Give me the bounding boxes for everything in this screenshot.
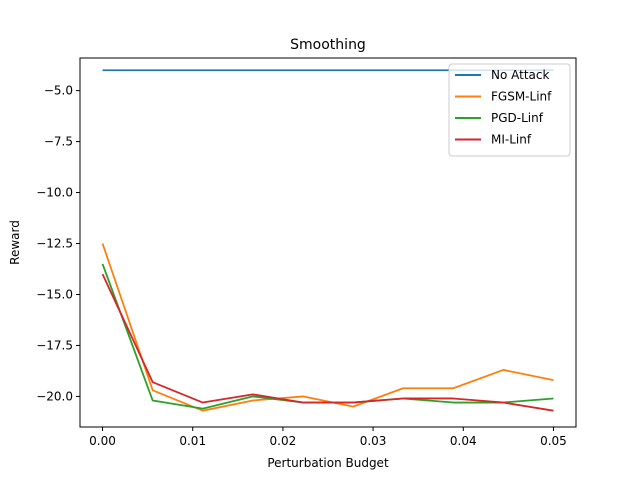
- x-tick-label: 0.03: [360, 434, 387, 448]
- x-axis-label: Perturbation Budget: [267, 456, 389, 470]
- y-tick-label: −15.0: [36, 287, 73, 301]
- x-tick-label: 0.04: [450, 434, 477, 448]
- chart-title: Smoothing: [290, 37, 366, 53]
- x-tick-label: 0.00: [89, 434, 116, 448]
- x-tick-label: 0.01: [179, 434, 206, 448]
- y-axis-label: Reward: [8, 220, 22, 265]
- legend-label-no-attack: No Attack: [491, 68, 549, 82]
- legend-box: [448, 63, 571, 157]
- x-axis: 0.00 0.01 0.02 0.03 0.04 0.05: [89, 427, 567, 448]
- legend-label-mi-linf: MI-Linf: [491, 133, 532, 147]
- legend: No Attack FGSM-Linf PGD-Linf MI-Linf: [448, 63, 571, 157]
- y-tick-label: −7.5: [44, 135, 73, 149]
- y-tick-label: −20.0: [36, 389, 73, 403]
- legend-label-pgd-linf: PGD-Linf: [491, 111, 544, 125]
- series-line-fgsm-linf: [101, 243, 554, 412]
- x-tick-label: 0.05: [540, 434, 567, 448]
- y-tick-label: −5.0: [44, 84, 73, 98]
- series-line-mi-linf: [101, 273, 554, 412]
- y-tick-label: −17.5: [36, 338, 73, 352]
- legend-label-fgsm-linf: FGSM-Linf: [491, 90, 552, 104]
- plot-area-frame: [79, 57, 577, 428]
- y-axis: −20.0 −17.5 −15.0 −12.5 −10.0 −7.5 −5.0: [36, 84, 80, 403]
- y-tick-label: −12.5: [36, 237, 73, 251]
- y-tick-label: −10.0: [36, 186, 73, 200]
- x-tick-label: 0.02: [270, 434, 297, 448]
